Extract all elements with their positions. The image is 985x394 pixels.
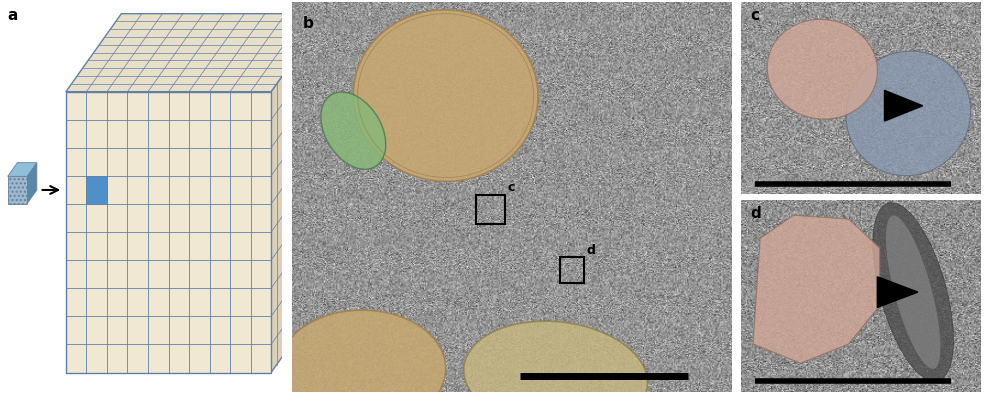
Polygon shape: [753, 215, 880, 363]
Polygon shape: [885, 90, 923, 121]
Text: c: c: [751, 8, 759, 23]
Ellipse shape: [279, 310, 445, 394]
Polygon shape: [8, 163, 36, 177]
Ellipse shape: [886, 215, 941, 369]
Ellipse shape: [767, 19, 878, 119]
Polygon shape: [271, 14, 327, 373]
Ellipse shape: [321, 92, 386, 169]
Ellipse shape: [873, 203, 953, 381]
Text: c: c: [507, 181, 514, 194]
Bar: [87, 176, 107, 204]
Polygon shape: [66, 92, 271, 373]
Ellipse shape: [354, 10, 538, 181]
Text: d: d: [586, 243, 595, 256]
Text: b: b: [302, 16, 313, 31]
Polygon shape: [8, 177, 28, 204]
Text: a: a: [8, 8, 18, 23]
Text: d: d: [751, 206, 761, 221]
Polygon shape: [28, 163, 36, 204]
Polygon shape: [878, 277, 918, 307]
Ellipse shape: [464, 321, 647, 394]
Bar: [477, 195, 505, 224]
Ellipse shape: [846, 51, 970, 176]
Bar: [560, 257, 584, 283]
Polygon shape: [66, 14, 327, 92]
